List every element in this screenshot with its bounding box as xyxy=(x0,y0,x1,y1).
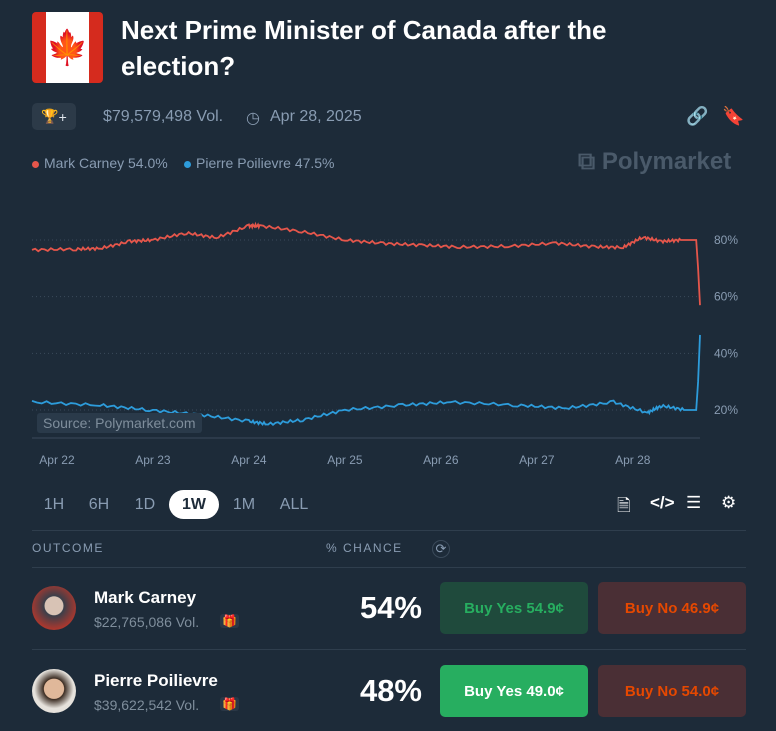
timeframe-1w[interactable]: 1W xyxy=(169,490,219,519)
page-title: Next Prime Minister of Canada after the … xyxy=(121,15,607,81)
outcome-chance: 54% xyxy=(359,590,422,625)
timeframe-all[interactable]: ALL xyxy=(279,495,309,513)
x-tick-label: Apr 23 xyxy=(135,453,171,467)
divider xyxy=(32,530,746,531)
end-date: Apr 28, 2025 xyxy=(270,108,362,125)
gift-icon[interactable]: 🎁 xyxy=(220,614,239,628)
series-line-0 xyxy=(31,221,701,306)
x-tick-label: Apr 27 xyxy=(519,453,555,467)
gift-icon[interactable]: 🎁 xyxy=(220,697,239,711)
y-tick-label: 20% xyxy=(714,403,738,417)
x-tick-label: Apr 24 xyxy=(231,453,267,467)
outcome-volume: $39,622,542 Vol. xyxy=(94,697,200,713)
total-volume: $79,579,498 Vol. xyxy=(103,108,224,125)
outcome-header: OUTCOME xyxy=(32,541,104,555)
document-icon[interactable]: 🗎 xyxy=(617,496,631,515)
buy-yes-button[interactable]: Buy Yes 49.0¢ xyxy=(440,665,588,717)
x-tick-label: Apr 22 xyxy=(39,453,75,467)
bookmark-icon[interactable]: 🔖 xyxy=(722,106,745,126)
timeframe-1d[interactable]: 1D xyxy=(134,495,156,513)
refresh-icon[interactable]: ⟳ xyxy=(432,540,450,558)
buy-no-button[interactable]: Buy No 46.9¢ xyxy=(598,582,746,634)
timeframe-6h[interactable]: 6H xyxy=(88,495,110,513)
buy-yes-button[interactable]: Buy Yes 54.9¢ xyxy=(440,582,588,634)
y-tick-label: 80% xyxy=(714,233,738,247)
polymarket-logo: ⧉ Polymarket xyxy=(578,148,732,175)
trophy-icon: 🏆 xyxy=(41,108,59,124)
chart-source: Source: Polymarket.com xyxy=(37,413,202,433)
embed-code-icon[interactable]: </> xyxy=(650,493,675,512)
avatar xyxy=(32,586,76,630)
x-tick-label: Apr 25 xyxy=(327,453,363,467)
chance-header: % CHANCE xyxy=(326,541,403,555)
outcome-volume: $22,765,086 Vol. xyxy=(94,614,200,630)
price-chart[interactable]: 80% 60% 40% 20% Apr 22 Apr 23 Apr 24 Apr 25 Apr … xyxy=(0,190,776,475)
canada-flag-image: 🍁 xyxy=(32,12,103,83)
maple-leaf-icon: 🍁 xyxy=(46,12,89,83)
avatar xyxy=(32,669,76,713)
y-tick-label: 40% xyxy=(714,346,738,360)
timeframe-1m[interactable]: 1M xyxy=(232,495,256,513)
link-icon[interactable]: 🔗 xyxy=(686,106,709,126)
legend-carney: Mark Carney 54.0% xyxy=(32,155,168,171)
trophy-button[interactable]: 🏆 + xyxy=(32,103,76,130)
x-tick-label: Apr 28 xyxy=(615,453,651,467)
clock-icon: ◷ xyxy=(246,110,260,127)
sliders-icon[interactable]: ☰ xyxy=(686,493,702,512)
divider xyxy=(32,649,746,650)
outcome-chance: 48% xyxy=(359,673,422,708)
y-tick-label: 60% xyxy=(714,290,738,304)
legend-poilievre: Pierre Poilievre 47.5% xyxy=(184,155,335,171)
buy-no-button[interactable]: Buy No 54.0¢ xyxy=(598,665,746,717)
outcome-name: Mark Carney xyxy=(94,588,197,607)
series-line-1 xyxy=(31,334,701,426)
divider xyxy=(32,567,746,568)
x-tick-label: Apr 26 xyxy=(423,453,459,467)
settings-gear-icon[interactable]: ⚙ xyxy=(721,493,737,512)
outcome-name: Pierre Poilievre xyxy=(94,671,218,690)
timeframe-1h[interactable]: 1H xyxy=(43,495,65,513)
plus-label: + xyxy=(58,108,67,125)
